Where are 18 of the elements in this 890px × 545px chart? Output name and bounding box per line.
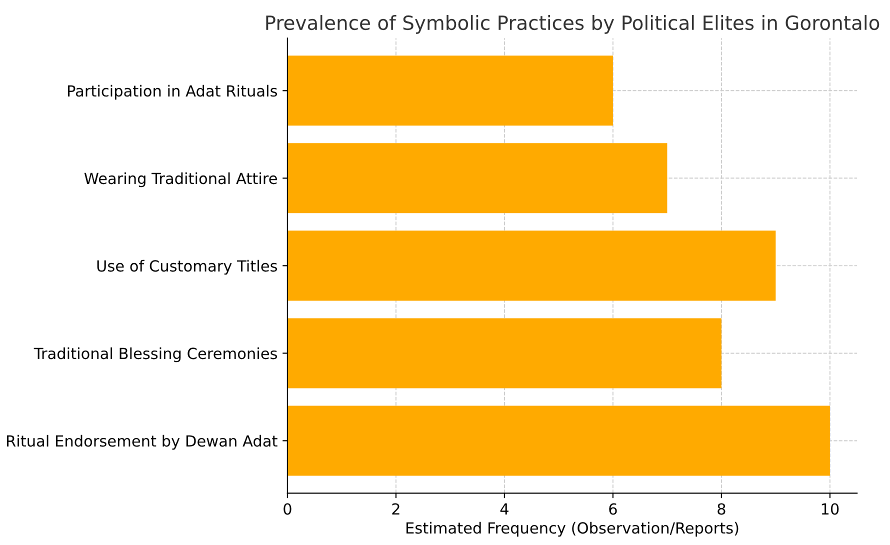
y-tick-label: Ritual Endorsement by Dewan Adat <box>7 434 278 450</box>
bar <box>287 56 613 126</box>
x-tick-label: 10 <box>822 503 839 515</box>
y-tick-label: Traditional Blessing Ceremonies <box>34 347 278 362</box>
bar <box>287 406 830 476</box>
x-tick-label: 0 <box>284 503 292 515</box>
x-tick-label: 4 <box>500 503 508 515</box>
x-tick-label: 2 <box>392 503 400 515</box>
x-tick-label: 6 <box>609 503 617 515</box>
bar <box>287 143 668 214</box>
chart-title: Prevalence of Symbolic Practices by Political Elites in Gorontalo <box>266 15 880 34</box>
bar <box>287 318 722 388</box>
y-tick-label: Wearing Traditional Attire <box>84 172 277 188</box>
x-tick-label: 8 <box>718 503 726 515</box>
y-tick-label: Use of Customary Titles <box>97 260 278 275</box>
bar <box>287 230 776 301</box>
y-tick-label: Participation in Adat Rituals <box>68 84 278 100</box>
x-axis-title: Estimated Frequency (Observation/Reports) <box>406 522 738 537</box>
